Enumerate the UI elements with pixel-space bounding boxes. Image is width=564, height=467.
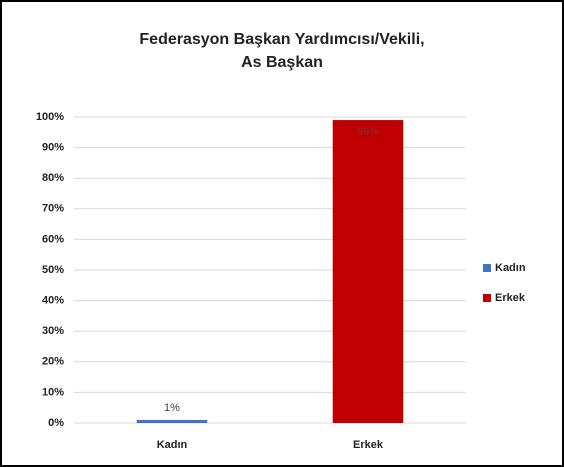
legend-label: Erkek [495, 292, 526, 304]
legend-swatch [483, 264, 491, 272]
y-tick-label: 50% [42, 264, 64, 276]
legend-label: Kadın [495, 262, 526, 274]
y-tick-label: 20% [42, 356, 64, 368]
x-tick-label: Erkek [353, 439, 384, 451]
bar [136, 419, 208, 423]
data-label: 1% [164, 402, 180, 414]
y-tick-label: 0% [48, 417, 64, 429]
chart-title: As Başkan [241, 54, 323, 71]
y-tick-label: 70% [42, 203, 64, 215]
y-tick-label: 90% [42, 142, 64, 154]
x-tick-label: Kadın [157, 439, 188, 451]
data-label: 99% [357, 126, 379, 138]
chart-title: Federasyon Başkan Yardımcısı/Vekili, [139, 31, 424, 48]
y-tick-label: 10% [42, 386, 64, 398]
legend-swatch [483, 294, 491, 302]
bar [332, 120, 404, 423]
y-tick-label: 100% [36, 111, 64, 123]
y-tick-label: 40% [42, 295, 64, 307]
y-tick-label: 60% [42, 233, 64, 245]
y-tick-label: 30% [42, 325, 64, 337]
y-tick-label: 80% [42, 172, 64, 184]
